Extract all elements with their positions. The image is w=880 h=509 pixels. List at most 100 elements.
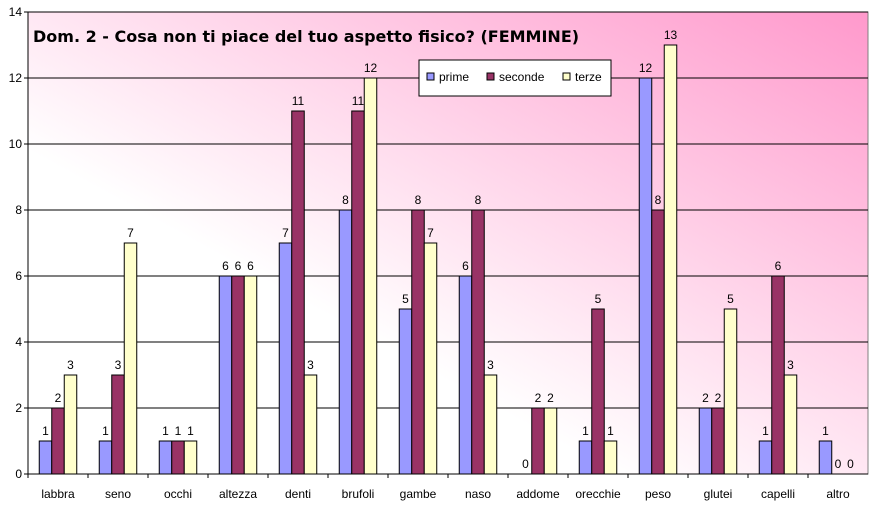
- y-tick-label: 6: [15, 269, 22, 283]
- data-label-seconde-denti: 11: [292, 94, 305, 108]
- x-tick-label: naso: [465, 487, 491, 501]
- x-tick-label: peso: [645, 487, 671, 501]
- bar-prime-glutei: [698, 407, 713, 475]
- data-label-seconde-labbra: 2: [55, 391, 62, 405]
- data-label-prime-brufoli: 8: [342, 193, 349, 207]
- data-label-seconde-altezza: 6: [235, 259, 242, 273]
- legend: prime seconde terze: [418, 59, 612, 97]
- y-tick-label: 10: [9, 137, 23, 151]
- data-label-terze-peso: 13: [664, 28, 678, 42]
- bar-seconde-altezza: [231, 275, 245, 475]
- data-label-prime-orecchie: 1: [582, 424, 589, 438]
- x-tick-label: occhi: [164, 487, 192, 501]
- bar-prime-altro: [818, 440, 833, 475]
- bar-terze-orecchie: [603, 440, 618, 475]
- x-tick-label: capelli: [761, 487, 795, 501]
- data-label-prime-altezza: 6: [222, 259, 229, 273]
- y-tick-label: 4: [15, 335, 22, 349]
- data-label-terze-orecchie: 1: [607, 424, 614, 438]
- bar-seconde-seno: [111, 374, 125, 475]
- data-label-seconde-orecchie: 5: [595, 292, 602, 306]
- data-label-prime-peso: 12: [639, 61, 653, 75]
- y-tick-label: 0: [15, 467, 22, 481]
- data-label-prime-addome: 0: [522, 457, 529, 471]
- chart-title: Dom. 2 - Cosa non ti piace del tuo aspet…: [33, 27, 579, 46]
- data-label-prime-gambe: 5: [402, 292, 409, 306]
- legend-box: [418, 59, 612, 97]
- bar-seconde-occhi: [171, 440, 185, 475]
- bar-prime-peso: [638, 77, 653, 475]
- bar-prime-brufoli: [338, 209, 353, 475]
- x-tick-label: altezza: [219, 487, 257, 501]
- bar-seconde-labbra: [51, 407, 65, 475]
- bar-terze-labbra: [63, 374, 78, 475]
- legend-label-prime: prime: [439, 70, 469, 84]
- legend-swatch-prime: [426, 72, 435, 81]
- data-label-terze-seno: 7: [127, 226, 134, 240]
- data-label-terze-labbra: 3: [67, 358, 74, 372]
- data-label-seconde-altro: 0: [835, 457, 842, 471]
- data-label-seconde-occhi: 1: [175, 424, 182, 438]
- data-label-terze-glutei: 5: [727, 292, 734, 306]
- bar-terze-capelli: [783, 374, 798, 475]
- bar-terze-altezza: [243, 275, 258, 475]
- data-label-terze-gambe: 7: [427, 226, 434, 240]
- bar-prime-naso: [458, 275, 473, 475]
- bar-seconde-addome: [531, 407, 545, 475]
- bar-prime-labbra: [38, 440, 53, 475]
- data-label-seconde-gambe: 8: [415, 193, 422, 207]
- bar-prime-orecchie: [578, 440, 593, 475]
- bar-terze-gambe: [423, 242, 438, 475]
- y-tick-label: 2: [15, 401, 22, 415]
- bar-terze-naso: [483, 374, 498, 475]
- x-tick-label: denti: [285, 487, 311, 501]
- bar-terze-peso: [663, 44, 678, 475]
- bar-terze-brufoli: [363, 77, 378, 475]
- data-label-prime-labbra: 1: [42, 424, 49, 438]
- data-label-prime-occhi: 1: [162, 424, 169, 438]
- data-label-terze-naso: 3: [487, 358, 494, 372]
- y-tick-label: 8: [15, 203, 22, 217]
- legend-swatch-terze: [562, 72, 571, 81]
- data-label-seconde-addome: 2: [535, 391, 542, 405]
- bar-terze-glutei: [723, 308, 738, 475]
- bar-seconde-naso: [471, 209, 485, 475]
- bar-terze-seno: [123, 242, 138, 475]
- legend-label-terze: terze: [575, 70, 602, 84]
- data-label-terze-denti: 3: [307, 358, 314, 372]
- legend-label-seconde: seconde: [499, 70, 545, 84]
- x-tick-label: glutei: [704, 487, 733, 501]
- bar-prime-seno: [98, 440, 113, 475]
- data-label-prime-denti: 7: [282, 226, 289, 240]
- bar-seconde-denti: [291, 110, 305, 475]
- data-label-seconde-seno: 3: [115, 358, 122, 372]
- x-tick-label: gambe: [400, 487, 437, 501]
- bar-terze-occhi: [183, 440, 198, 475]
- data-label-prime-altro: 1: [822, 424, 829, 438]
- bar-prime-altezza: [218, 275, 233, 475]
- data-label-terze-capelli: 3: [787, 358, 794, 372]
- bar-prime-gambe: [398, 308, 413, 475]
- data-label-seconde-glutei: 2: [715, 391, 722, 405]
- bar-seconde-gambe: [411, 209, 425, 475]
- data-label-seconde-brufoli: 11: [352, 94, 365, 108]
- x-tick-label: altro: [826, 487, 850, 501]
- bar-seconde-peso: [651, 209, 665, 475]
- bar-seconde-orecchie: [591, 308, 605, 475]
- data-label-terze-altro: 0: [847, 457, 854, 471]
- bar-prime-capelli: [758, 440, 773, 475]
- y-tick-label: 12: [9, 71, 23, 85]
- x-tick-label: seno: [105, 487, 131, 501]
- x-tick-label: orecchie: [575, 487, 621, 501]
- bar-seconde-brufoli: [351, 110, 365, 475]
- bar-seconde-glutei: [711, 407, 725, 475]
- legend-swatch-seconde: [486, 72, 495, 81]
- data-label-terze-brufoli: 12: [364, 61, 378, 75]
- bar-prime-denti: [278, 242, 293, 475]
- bar-terze-addome: [543, 407, 558, 475]
- x-tick-label: brufoli: [342, 487, 375, 501]
- y-tick-label: 14: [9, 5, 23, 19]
